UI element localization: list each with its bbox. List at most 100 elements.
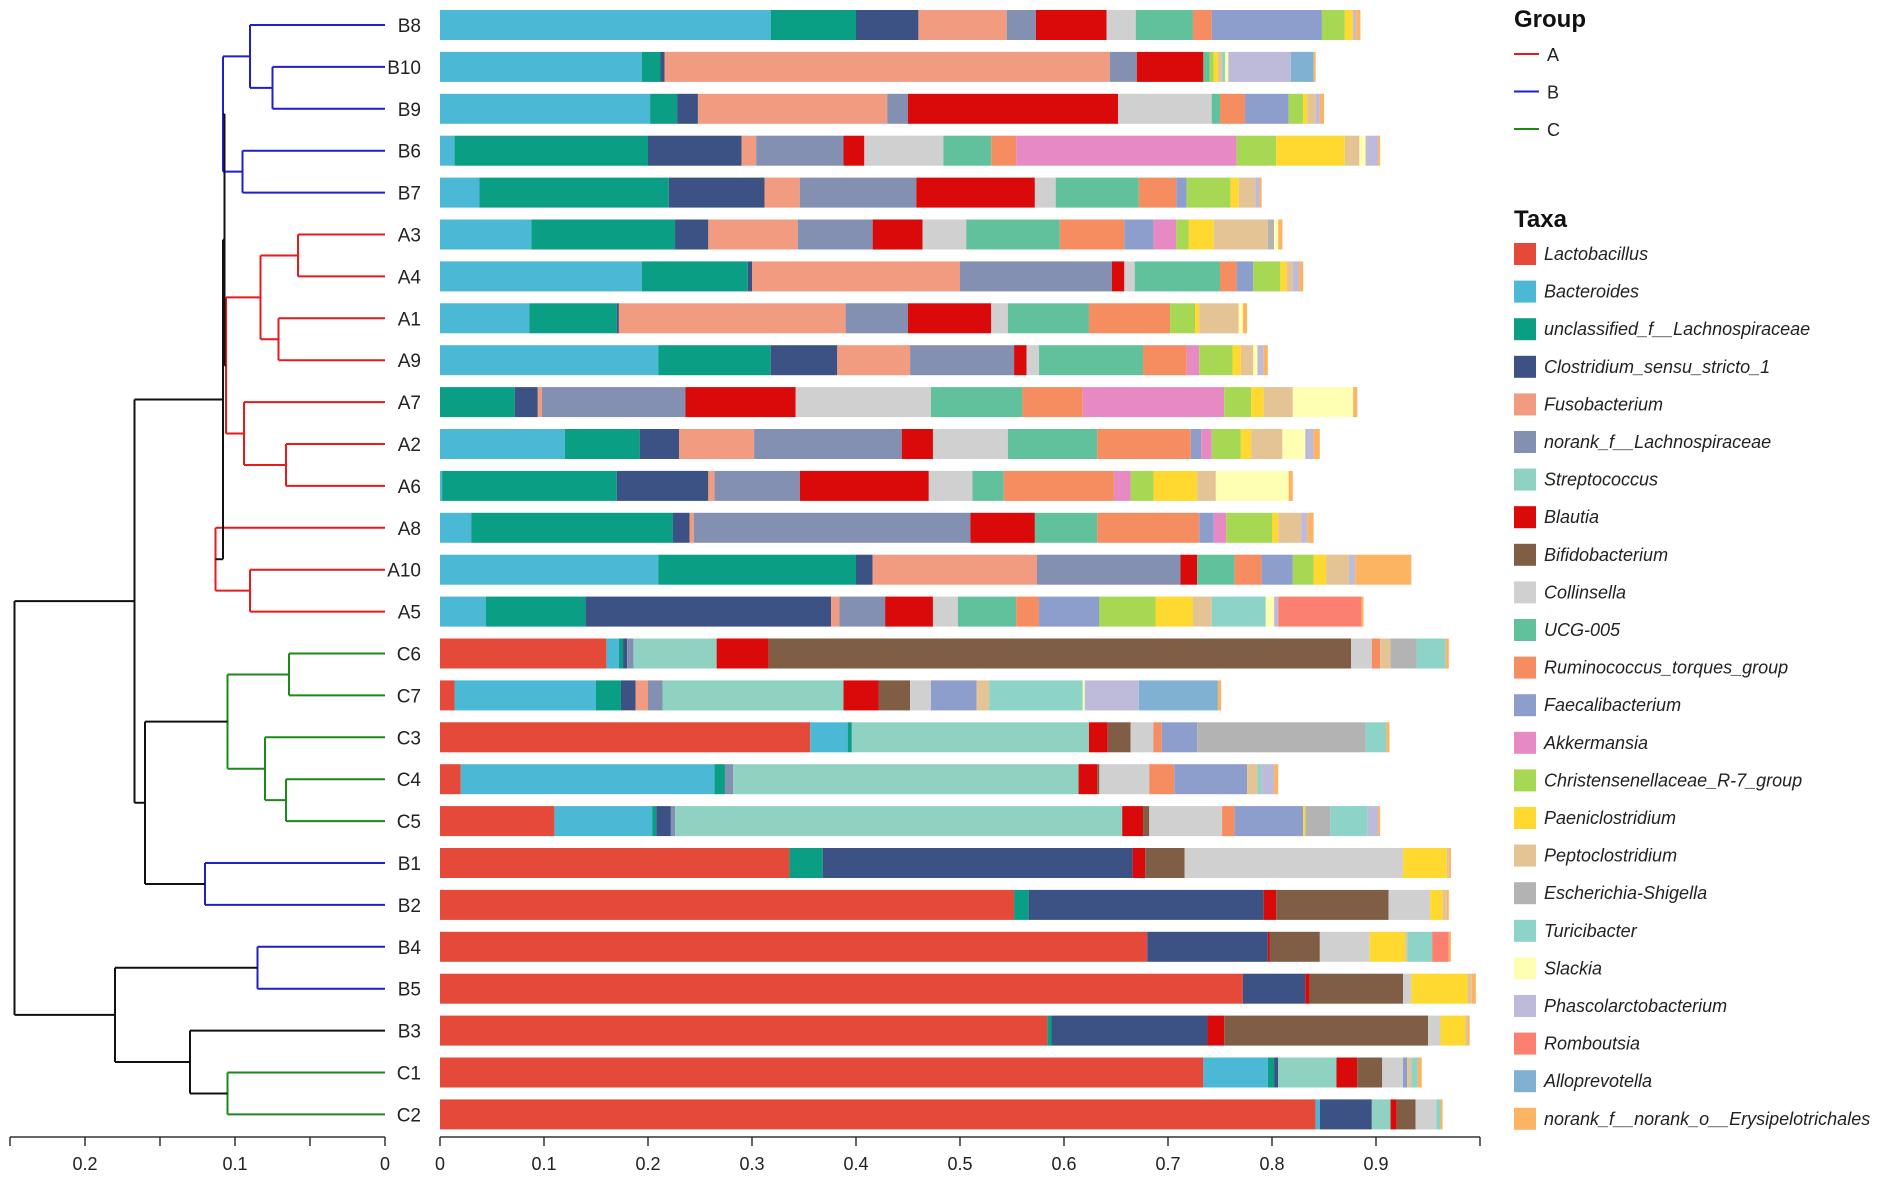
bar-segment-B3-Clostridium_sensu_stricto_1 (1051, 1015, 1208, 1046)
bar-segment-A9-Peptoclostridium (1240, 345, 1254, 376)
bar-segment-A5-Collinsella (932, 596, 958, 627)
bar-segment-C1-Streptococcus (1278, 1057, 1337, 1088)
bar-segment-A2-Peptoclostridium (1251, 429, 1283, 459)
bar-segment-A8-Paeniclostridium (1272, 512, 1279, 543)
group-legend-title: Group (1514, 6, 1586, 33)
sample-label-B5: B5 (398, 980, 421, 1001)
bar-segment-B10-Peptoclostridium (1217, 51, 1223, 82)
taxa-legend-label-unclassified_f__Lachnospiraceae: unclassified_f__Lachnospiraceae (1544, 319, 1810, 339)
bar-segment-C4-Lactobacillus (440, 764, 461, 795)
sample-label-A10: A10 (387, 561, 421, 582)
bar-segment-A2-Clostridium_sensu_stricto_1 (639, 429, 680, 459)
bar-segment-B6-Ruminococcus_torques_group (991, 135, 1017, 166)
sample-label-B7: B7 (398, 184, 421, 205)
dendrogram (13, 24, 385, 1116)
bar-segment-A9-Phascolarctobacterium (1257, 345, 1264, 376)
bar-row-C7 (440, 680, 1222, 711)
bar-segment-C1-Turicibacter (1411, 1057, 1418, 1088)
bar-segment-B7-Blautia (916, 177, 1035, 208)
bar-segment-A3-Christensenellaceae_R-7_group (1176, 219, 1189, 250)
bar-row-B7 (440, 177, 1262, 208)
taxa-legend-label-Bifidobacterium: Bifidobacterium (1544, 545, 1668, 565)
bar-segment-B2-Blautia (1263, 889, 1277, 920)
taxa-legend-label-Peptoclostridium: Peptoclostridium (1544, 846, 1677, 866)
bar-segment-B8-Blautia (1035, 10, 1107, 40)
bar-segment-A8-unclassified_f__Lachnospiraceae (471, 512, 673, 543)
bar-segment-C7-norank_f__norank_o__Erysipelotrichales (1217, 680, 1222, 711)
sample-label-C4: C4 (397, 770, 422, 791)
bar-segment-A6-Peptoclostridium (1197, 470, 1216, 501)
bar-segment-A8-Bacteroides (440, 512, 472, 543)
bar-segment-B9-Paeniclostridium (1303, 93, 1308, 124)
bar-segment-B1-Paeniclostridium (1403, 848, 1447, 878)
bar-segment-B1-Bifidobacterium (1145, 848, 1185, 878)
bar-segment-A3-Clostridium_sensu_stricto_1 (675, 219, 709, 250)
bar-segment-B7-Ruminococcus_torques_group (1138, 177, 1177, 208)
bar-segment-B1-Lactobacillus (440, 848, 790, 878)
taxa-legend-swatch-Romboutsia (1514, 1032, 1536, 1055)
bar-segment-C3-Lactobacillus (440, 722, 811, 753)
bar-segment-B9-norank_f__norank_o__Erysipelotrichales (1319, 93, 1324, 124)
bar-segment-A8-norank_f__norank_o__Erysipelotrichales (1307, 512, 1314, 543)
bar-segment-B2-Paeniclostridium (1430, 889, 1443, 920)
bar-segment-B8-norank_f__norank_o__Erysipelotrichales (1356, 10, 1361, 40)
bar-segment-B7-unclassified_f__Lachnospiraceae (479, 177, 669, 208)
bar-segment-B8-Bacteroides (440, 10, 771, 40)
bar-segment-B3-Lactobacillus (440, 1015, 1048, 1046)
bar-segment-B9-Bacteroides (440, 93, 651, 124)
bar-segment-B3-Peptoclostridium (1465, 1015, 1468, 1046)
taxa-legend-swatch-Bifidobacterium (1514, 543, 1536, 566)
bar-segment-A7-Clostridium_sensu_stricto_1 (514, 387, 538, 418)
bar-segment-A1-Slackia (1238, 303, 1243, 334)
bar-segment-B6-Collinsella (864, 135, 944, 166)
bar-segment-B6-norank_f__norank_o__Erysipelotrichales (1378, 135, 1381, 166)
bar-segment-B5-Blautia (1305, 973, 1310, 1004)
bar-segment-B8-Phascolarctobacterium (1353, 10, 1357, 40)
bar-axis-tick-label: 0.2 (635, 1154, 660, 1174)
group-legend-label-C: C (1547, 120, 1560, 140)
bar-segment-A3-Ruminococcus_torques_group (1059, 219, 1125, 250)
bar-segment-A5-UCG-005 (957, 596, 1017, 627)
bar-segment-B8-UCG-005 (1135, 10, 1193, 40)
sample-label-A2: A2 (398, 435, 421, 456)
bar-segment-A2-Slackia (1282, 429, 1306, 459)
bar-segment-B4-norank_f__norank_o__Erysipelotrichales (1448, 931, 1451, 962)
bar-segment-A1-norank_f__norank_o__Erysipelotrichales (1242, 303, 1248, 334)
bar-segment-A2-norank_f__norank_o__Erysipelotrichales (1313, 429, 1320, 459)
bar-segment-A3-UCG-005 (966, 219, 1060, 250)
bar-segment-C3-Turicibacter (1365, 722, 1387, 753)
bar-segment-A9-Paeniclostridium (1232, 345, 1241, 376)
bar-axis-tick-label: 0 (435, 1154, 445, 1174)
bar-row-B9 (440, 93, 1324, 124)
bar-segment-A8-UCG-005 (1034, 512, 1098, 543)
bar-segment-A10-UCG-005 (1197, 554, 1235, 585)
taxa-legend-swatch-Escherichia-Shigella (1514, 882, 1536, 905)
bar-segment-A4-Collinsella (1124, 261, 1135, 292)
bar-segment-A8-Fusobacterium (689, 512, 694, 543)
bar-segment-C5-Clostridium_sensu_stricto_1 (656, 806, 671, 837)
bar-segment-C6-unclassified_f__Lachnospiraceae (618, 638, 624, 669)
bar-segment-A10-unclassified_f__Lachnospiraceae (658, 554, 856, 585)
bar-segment-B7-Clostridium_sensu_stricto_1 (668, 177, 765, 208)
bar-segment-A10-Ruminococcus_torques_group (1234, 554, 1262, 585)
bar-segment-B2-norank_f__norank_o__Erysipelotrichales (1446, 889, 1449, 920)
bar-segment-A8-norank_f__Lachnospiraceae (693, 512, 971, 543)
bar-segment-A8-Clostridium_sensu_stricto_1 (672, 512, 690, 543)
taxa-legend-swatch-Lactobacillus (1514, 243, 1536, 265)
sample-label-A1: A1 (398, 309, 421, 330)
bar-segment-C5-Faecalibacterium (1234, 806, 1304, 837)
bar-row-C2 (440, 1099, 1443, 1130)
sample-label-B9: B9 (398, 100, 421, 121)
bar-segment-C4-norank_f__Lachnospiraceae (724, 764, 734, 795)
bar-segment-A6-UCG-005 (972, 470, 1004, 501)
bar-segment-B7-UCG-005 (1055, 177, 1139, 208)
bar-segment-A8-Peptoclostridium (1278, 512, 1302, 543)
bar-segment-B8-norank_f__Lachnospiraceae (1006, 10, 1036, 40)
axes: 0 0.1 0.2 0.3 0.4 0.5 0.6 0.7 0.8 0.9 0.2 0.1 0 (9, 1136, 1481, 1174)
bar-segment-C3-Streptococcus (851, 722, 1089, 753)
bar-segment-A2-Bacteroides (440, 429, 565, 459)
bar-segment-C7-Blautia (843, 680, 879, 711)
bar-axis-tick-label: 0.1 (531, 1154, 556, 1174)
bar-segment-C6-Lactobacillus (440, 638, 607, 669)
bar-segment-B8-unclassified_f__Lachnospiraceae (770, 10, 856, 40)
